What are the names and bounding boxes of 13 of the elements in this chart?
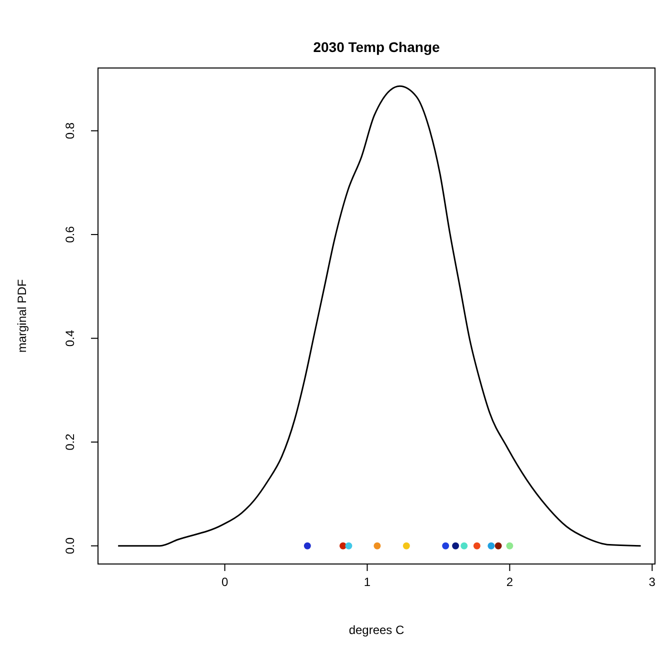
line-series: [117, 85, 642, 547]
x-tick-label: 3: [648, 575, 656, 589]
chart-title: 2030 Temp Change: [313, 39, 440, 55]
y-tick-label: 0.0: [63, 537, 77, 554]
y-tick-label: 0.6: [63, 226, 77, 243]
y-tick-label: 0.2: [63, 433, 77, 450]
x-axis-title: degrees C: [348, 623, 405, 637]
x-tick-label: 2: [506, 575, 514, 589]
y-axis-title: marginal PDF: [15, 279, 29, 353]
x-tick-label: 0: [221, 575, 228, 589]
x-tick-label: 1: [364, 575, 371, 589]
y-tick-label: 0.8: [63, 122, 77, 140]
y-tick-label: 0.4: [63, 330, 77, 347]
